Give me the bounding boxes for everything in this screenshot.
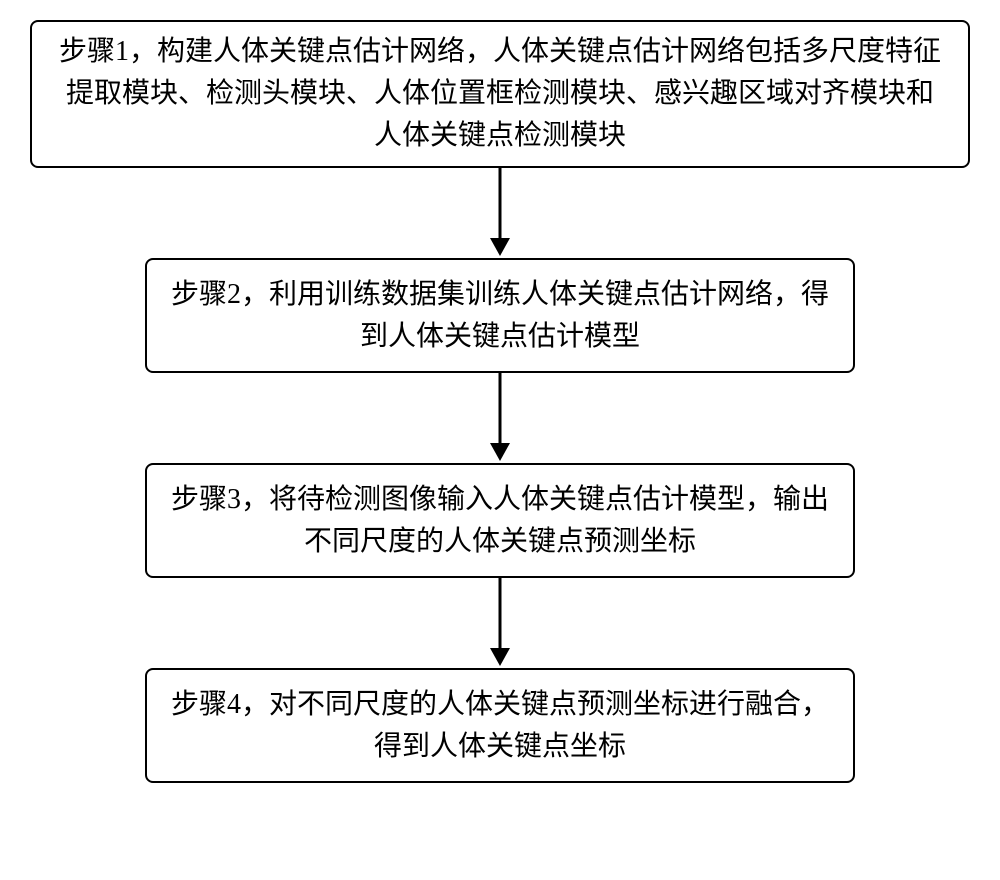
arrow-line-3-4 <box>499 578 502 648</box>
step-text-1: 步骤1，构建人体关键点估计网络，人体关键点估计网络包括多尺度特征提取模块、检测头… <box>56 31 944 157</box>
step-text-3: 步骤3，将待检测图像输入人体关键点估计模型，输出不同尺度的人体关键点预测坐标 <box>171 479 829 563</box>
step-box-2: 步骤2，利用训练数据集训练人体关键点估计网络，得到人体关键点估计模型 <box>145 258 855 373</box>
step-text-4: 步骤4，对不同尺度的人体关键点预测坐标进行融合，得到人体关键点坐标 <box>171 684 829 768</box>
flowchart-container: 步骤1，构建人体关键点估计网络，人体关键点估计网络包括多尺度特征提取模块、检测头… <box>0 0 1000 880</box>
step-box-1: 步骤1，构建人体关键点估计网络，人体关键点估计网络包括多尺度特征提取模块、检测头… <box>30 20 970 168</box>
arrow-line-2-3 <box>499 373 502 443</box>
step-box-4: 步骤4，对不同尺度的人体关键点预测坐标进行融合，得到人体关键点坐标 <box>145 668 855 783</box>
step-text-2: 步骤2，利用训练数据集训练人体关键点估计网络，得到人体关键点估计模型 <box>171 274 829 358</box>
arrow-head-2-3 <box>490 443 510 461</box>
arrow-head-1-2 <box>490 238 510 256</box>
arrow-head-3-4 <box>490 648 510 666</box>
arrow-line-1-2 <box>499 168 502 238</box>
step-box-3: 步骤3，将待检测图像输入人体关键点估计模型，输出不同尺度的人体关键点预测坐标 <box>145 463 855 578</box>
